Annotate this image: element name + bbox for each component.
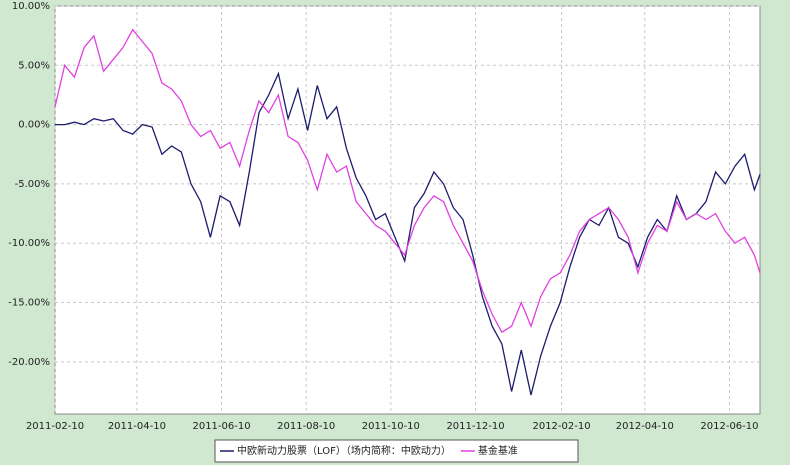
y-tick-label: 10.00% <box>12 1 50 12</box>
series-line <box>55 71 761 396</box>
legend-label: 中欧新动力股票（LOF）（场内简称：中欧动力） <box>237 444 451 457</box>
y-tick-label: -10.00% <box>8 238 50 249</box>
x-tick-label: 2012-06-10 <box>700 421 758 432</box>
y-tick-label: 5.00% <box>18 60 50 71</box>
legend-label: 基金基准 <box>478 444 518 457</box>
plot-area <box>54 5 761 415</box>
x-tick-label: 2011-12-10 <box>446 421 504 432</box>
x-tick-label: 2011-10-10 <box>362 421 420 432</box>
y-tick-label: -5.00% <box>15 179 50 190</box>
x-tick-label: 2012-02-10 <box>532 421 590 432</box>
x-tick-label: 2011-06-10 <box>192 421 250 432</box>
x-tick-label: 2011-02-10 <box>26 421 84 432</box>
y-tick-label: -20.00% <box>8 357 50 368</box>
x-tick-label: 2012-04-10 <box>616 421 674 432</box>
x-tick-label: 2011-04-10 <box>108 421 166 432</box>
series-line <box>54 28 761 334</box>
y-tick-label: 0.00% <box>18 120 50 131</box>
x-tick-label: 2011-08-10 <box>277 421 335 432</box>
legend-box <box>214 439 579 463</box>
y-tick-label: -15.00% <box>8 298 50 309</box>
